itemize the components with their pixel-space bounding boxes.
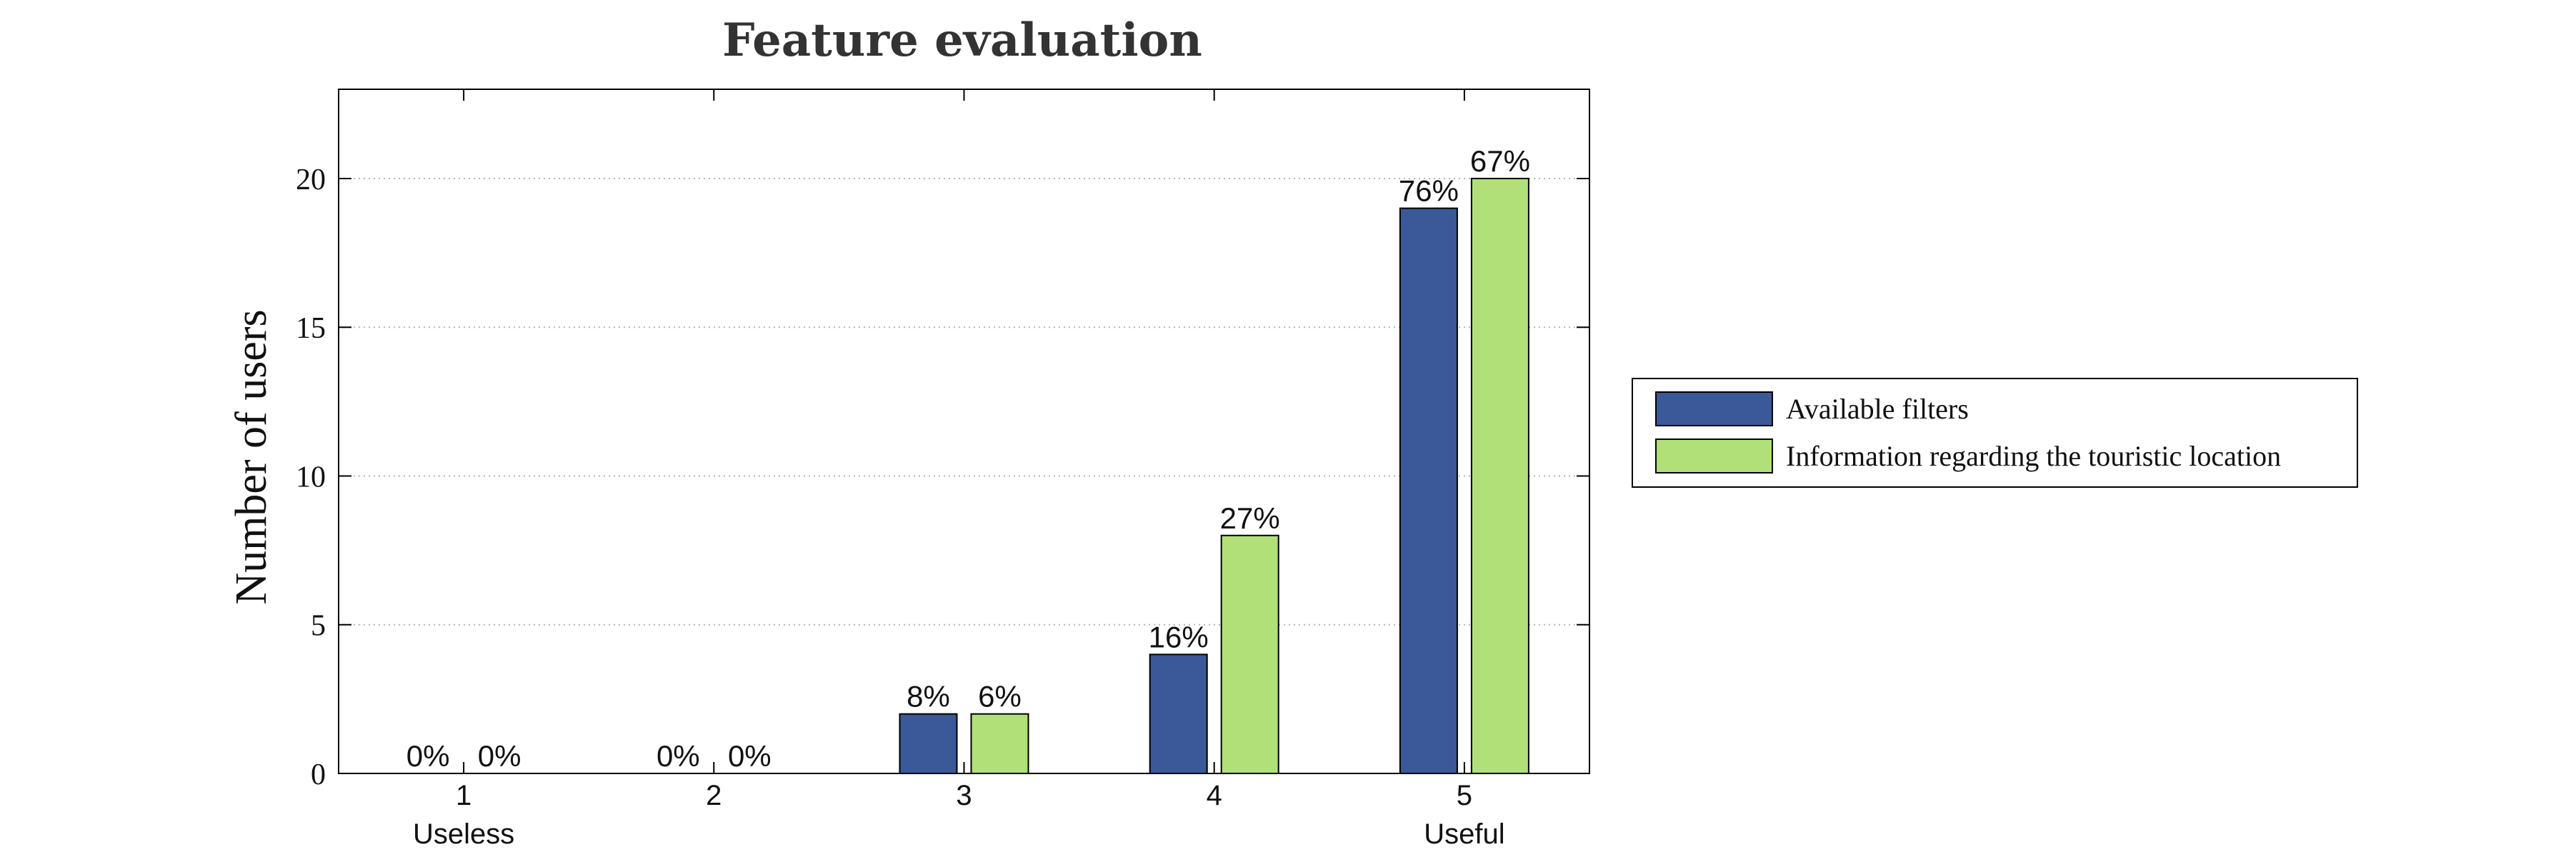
y-tick-label: 5 bbox=[311, 610, 326, 643]
x-tick-label: 5 bbox=[1457, 780, 1472, 811]
legend-swatch bbox=[1655, 438, 1773, 473]
bar-data-label: 16% bbox=[1149, 620, 1209, 653]
x-tick-sublabel: Useful bbox=[1424, 818, 1504, 850]
bar-data-label: 76% bbox=[1399, 174, 1459, 208]
bar-data-label: 0% bbox=[728, 739, 772, 773]
y-tick-label: 0 bbox=[311, 758, 326, 791]
x-tick-sublabel: Useless bbox=[413, 818, 514, 850]
y-tick-label: 20 bbox=[296, 164, 326, 196]
x-tick-label: 2 bbox=[706, 780, 722, 811]
bar-data-label: 0% bbox=[406, 739, 450, 773]
plot-area: 0 5 10 15 20 1 Useless 2 3 4 5 Useful 0% 0% 8% 16% 76% 0%… bbox=[296, 89, 1590, 850]
bar-data-label: 0% bbox=[478, 739, 521, 773]
bar-data-label: 27% bbox=[1220, 501, 1280, 535]
bar-data-label: 0% bbox=[657, 739, 700, 773]
bar-data-label: 6% bbox=[978, 680, 1022, 713]
y-tick-label: 15 bbox=[296, 312, 326, 345]
bar bbox=[970, 713, 1029, 775]
bar bbox=[1470, 177, 1529, 774]
x-tick-label: 4 bbox=[1207, 780, 1222, 811]
bar bbox=[899, 713, 958, 775]
y-tick-label: 10 bbox=[296, 461, 326, 493]
chart-title: Feature evaluation bbox=[722, 14, 1202, 67]
bar bbox=[1149, 653, 1208, 774]
bar-data-label: 8% bbox=[907, 680, 950, 713]
y-axis-label: Number of users bbox=[227, 309, 276, 604]
bar bbox=[1220, 534, 1279, 774]
legend-swatch bbox=[1655, 391, 1773, 426]
bar bbox=[1399, 207, 1458, 774]
legend-label: Information regarding the touristic loca… bbox=[1786, 440, 2281, 472]
x-tick-label: 3 bbox=[956, 780, 972, 811]
legend: Available filters Information regarding t… bbox=[1632, 378, 2358, 488]
legend-label: Available filters bbox=[1786, 393, 1969, 425]
x-tick-label: 1 bbox=[456, 780, 471, 811]
bar-data-label: 67% bbox=[1470, 144, 1530, 178]
